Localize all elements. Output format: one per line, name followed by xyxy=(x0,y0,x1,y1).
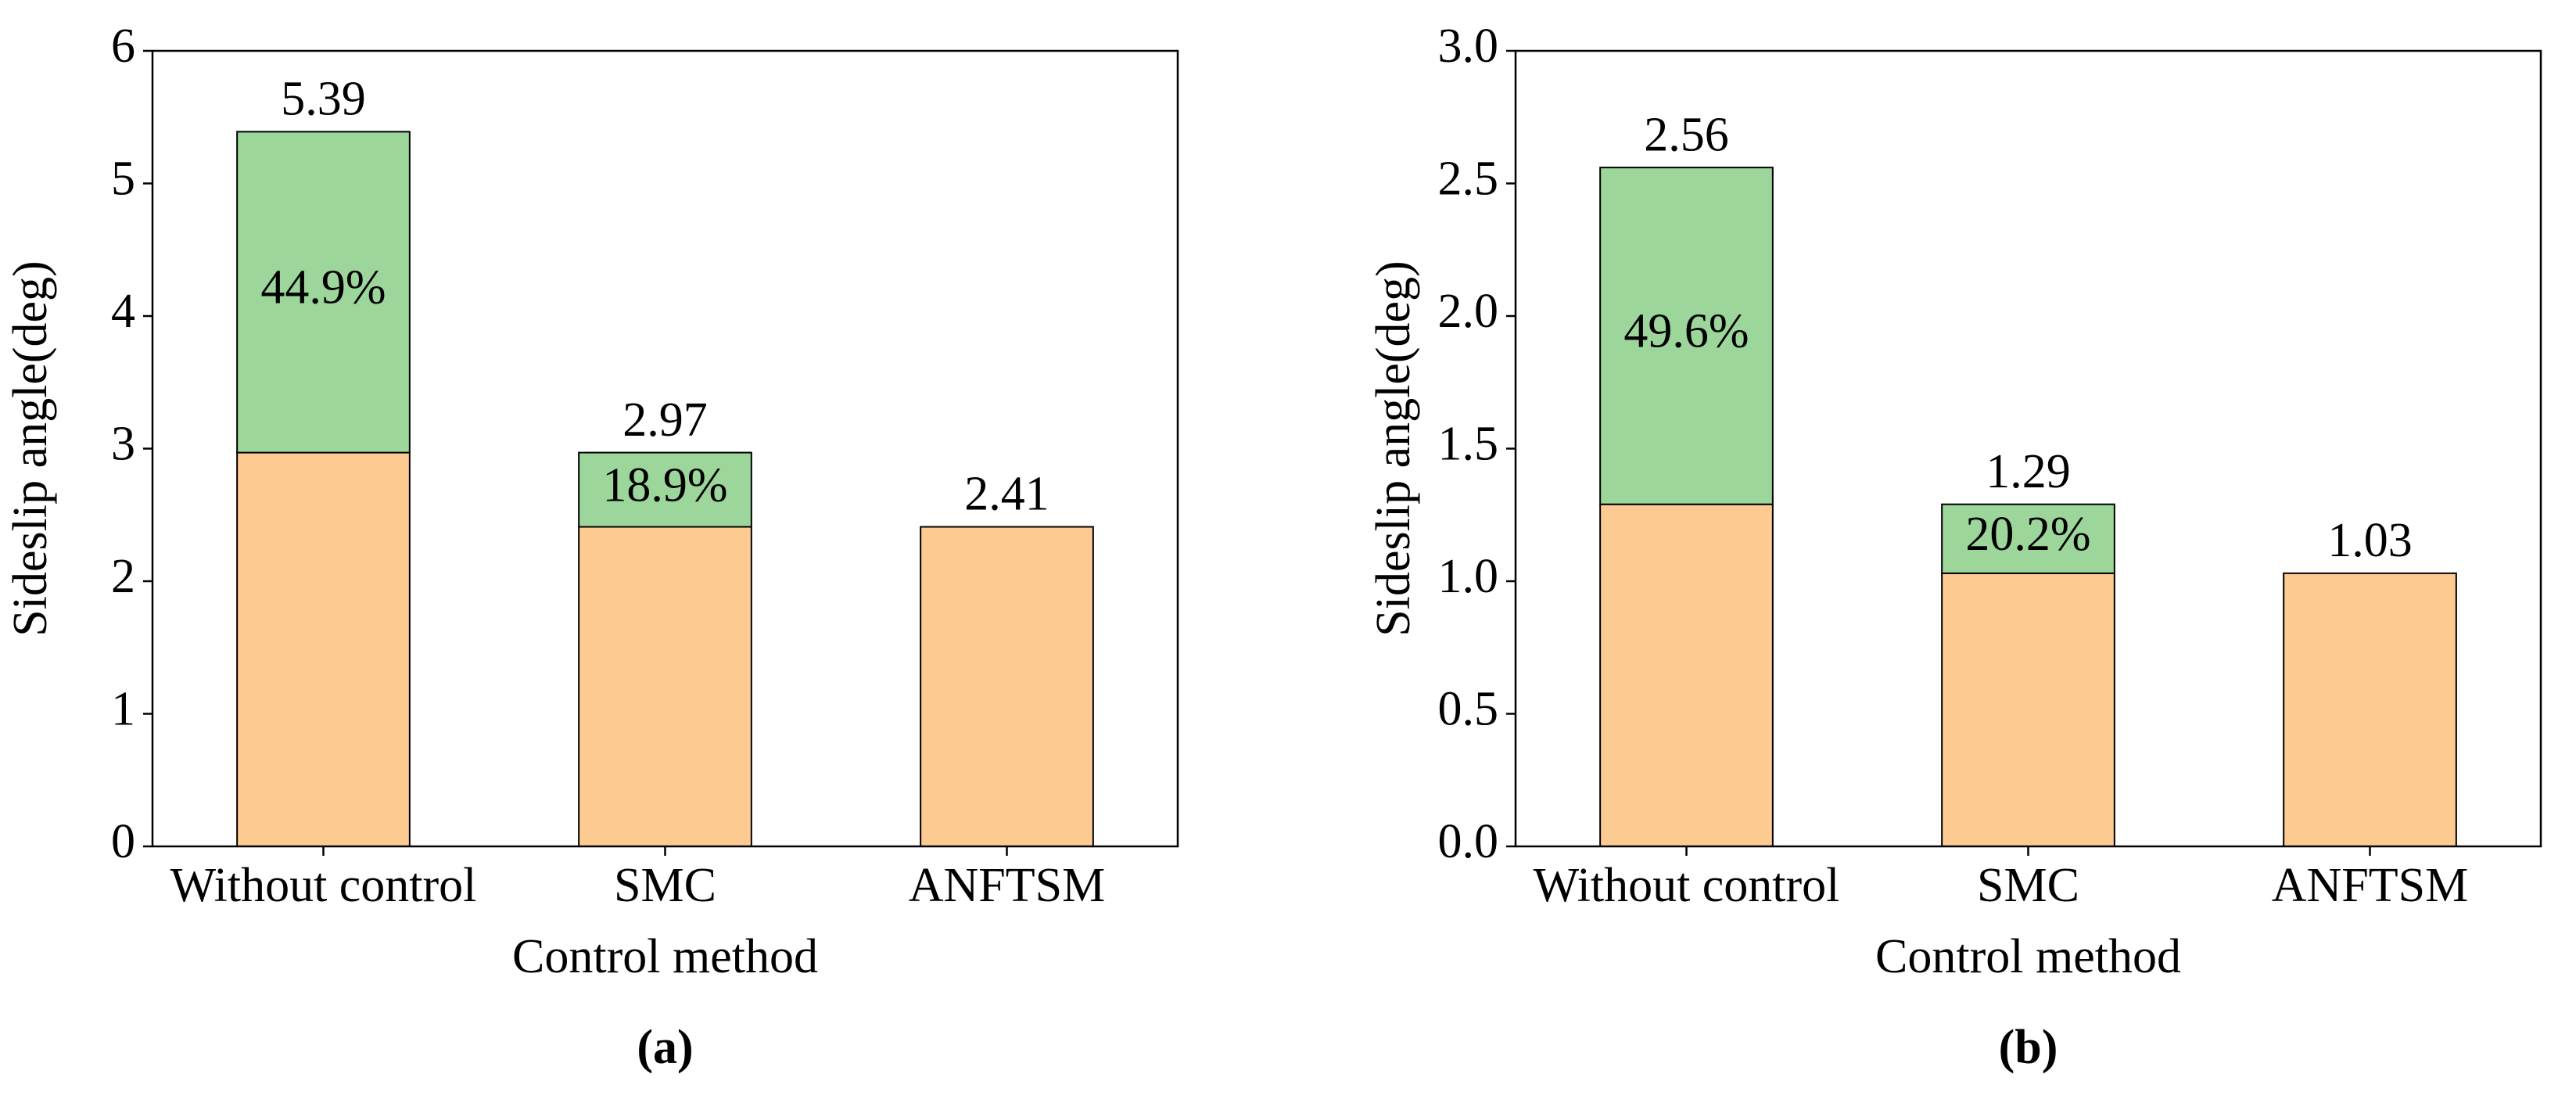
plot-frame xyxy=(1514,49,2542,848)
x-tick-label: ANFTSM xyxy=(2272,859,2469,912)
x-tick-label: Without control xyxy=(170,859,477,912)
bar-segment xyxy=(1941,572,2115,848)
bar-segment xyxy=(2283,572,2457,848)
bar-segment xyxy=(1599,167,1774,505)
percent-label: 20.2% xyxy=(1965,508,2090,561)
y-tick-label: 5 xyxy=(111,153,135,206)
y-axis-label: Sideslip angle(deg) xyxy=(1367,260,1420,636)
plot-frame xyxy=(151,49,1179,848)
y-tick-label: 1.5 xyxy=(1438,418,1499,471)
bar-segment xyxy=(1599,503,1774,847)
percent-label: 44.9% xyxy=(260,261,386,314)
x-tick-label: ANFTSM xyxy=(909,859,1106,912)
x-tick-label: SMC xyxy=(614,859,716,912)
x-tick-label: SMC xyxy=(1977,859,2079,912)
y-tick-label: 0 xyxy=(111,815,135,868)
y-tick-label: 6 xyxy=(111,20,135,73)
percent-label: 18.9% xyxy=(602,458,727,512)
x-axis-label: Control method xyxy=(512,930,818,983)
total-label: 1.03 xyxy=(2327,514,2413,567)
y-tick-label: 0.0 xyxy=(1438,815,1499,868)
percent-label: 49.6% xyxy=(1623,305,1749,358)
y-tick-label: 4 xyxy=(111,285,135,338)
y-tick-label: 3.0 xyxy=(1438,20,1499,73)
y-tick-label: 1.0 xyxy=(1438,550,1499,603)
bar-segment xyxy=(578,526,752,847)
total-label: 2.41 xyxy=(964,468,1049,521)
bar-segment xyxy=(1941,503,2115,574)
bar-segment xyxy=(236,451,411,848)
y-axis-label: Sideslip angle(deg) xyxy=(4,260,57,636)
y-tick-label: 2.0 xyxy=(1438,285,1499,338)
y-tick-label: 3 xyxy=(111,418,135,471)
caption: (b) xyxy=(1999,1021,2058,1074)
y-tick-label: 2 xyxy=(111,550,135,603)
y-tick-label: 2.5 xyxy=(1438,153,1499,206)
total-label: 2.56 xyxy=(1644,108,1729,161)
caption: (a) xyxy=(637,1021,693,1074)
y-tick-label: 0.5 xyxy=(1438,683,1499,736)
total-label: 2.97 xyxy=(622,393,708,447)
bar-segment xyxy=(920,526,1094,847)
total-label: 5.39 xyxy=(281,73,366,126)
x-axis-label: Control method xyxy=(1875,930,2181,983)
total-label: 1.29 xyxy=(1986,445,2071,498)
y-tick-label: 1 xyxy=(111,683,135,736)
x-tick-label: Without control xyxy=(1534,859,1840,912)
bar-segment xyxy=(578,451,752,528)
bar-segment xyxy=(236,131,411,454)
